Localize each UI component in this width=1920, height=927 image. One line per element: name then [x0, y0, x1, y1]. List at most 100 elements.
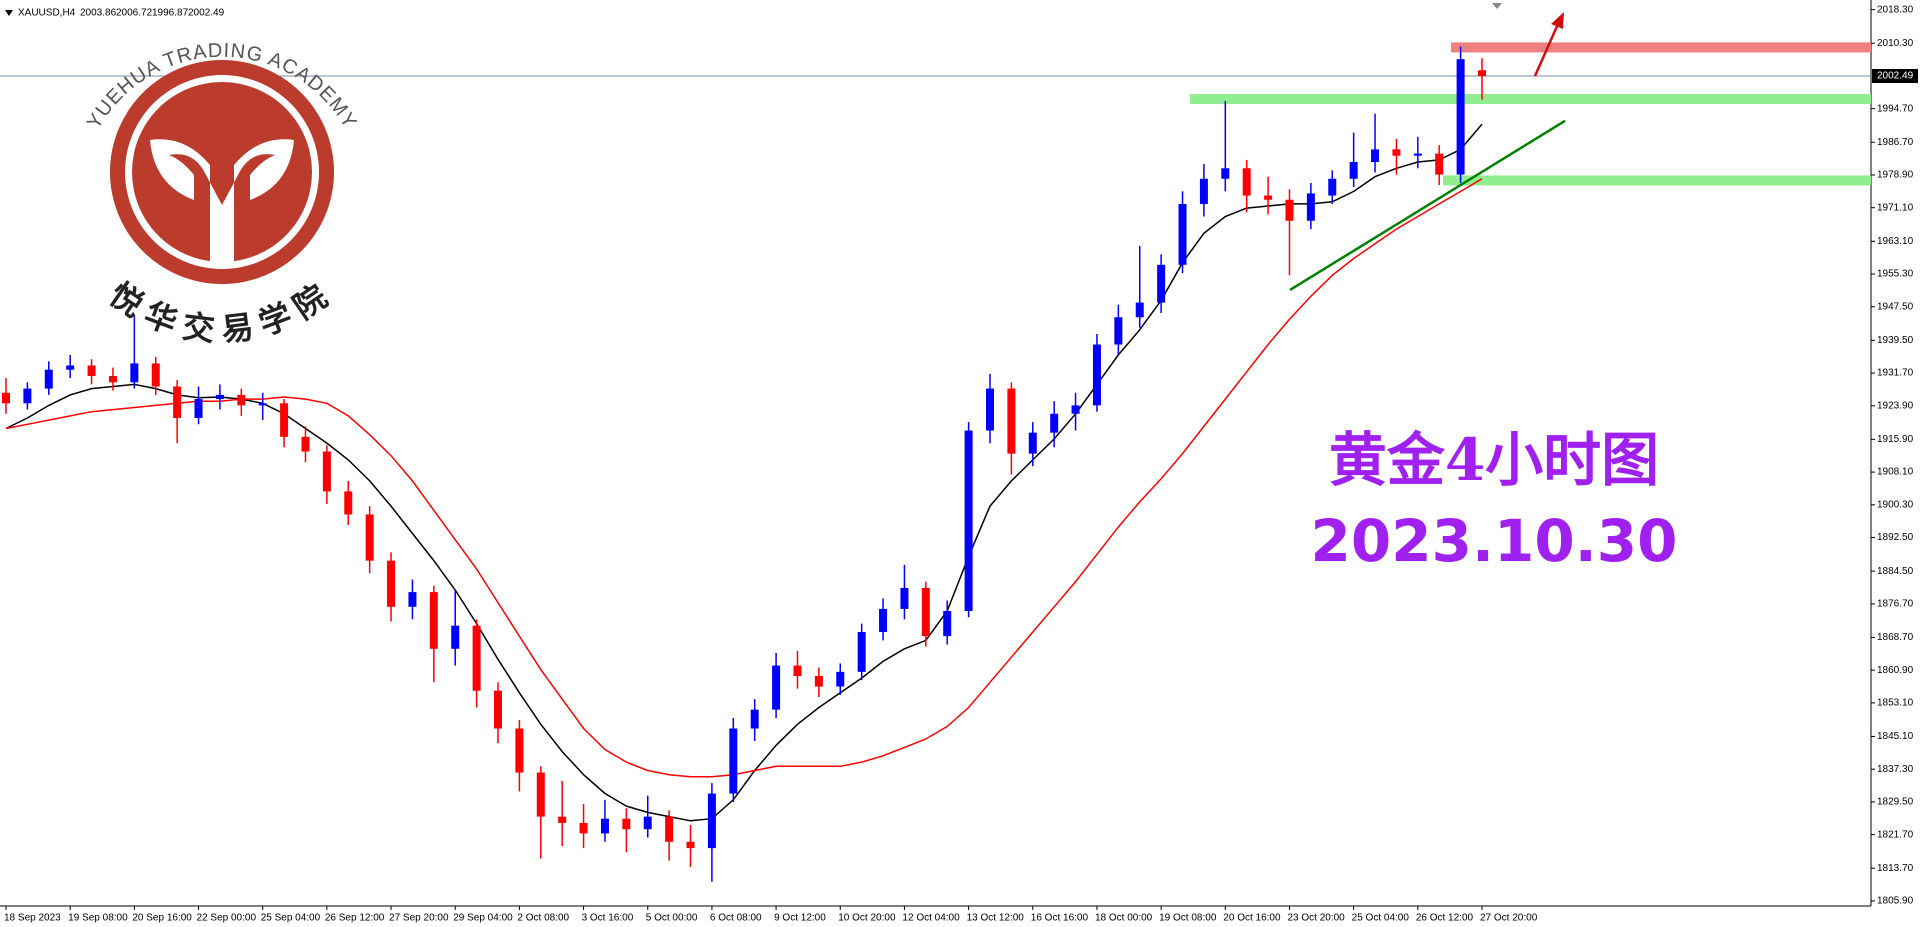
price-tag-label: 2002.49: [1877, 71, 1914, 82]
target-arrow: [1533, 12, 1564, 77]
candle-body: [2, 392, 10, 404]
x-tick-label: 6 Oct 08:00: [710, 913, 762, 924]
candle-body: [151, 363, 160, 387]
y-tick-label: 1805.90: [1877, 896, 1914, 907]
candle-body: [686, 841, 695, 849]
candle-body: [23, 388, 32, 404]
x-tick-label: 20 Sep 16:00: [132, 913, 192, 924]
x-tick-label: 26 Oct 12:00: [1416, 913, 1474, 924]
y-tick-label: 1845.10: [1877, 731, 1914, 742]
y-tick-label: 1955.30: [1877, 269, 1914, 280]
candle-body: [1135, 302, 1144, 318]
candle-body: [1285, 199, 1294, 221]
candle-body: [1157, 264, 1166, 303]
x-tick-label: 12 Oct 04:00: [902, 913, 960, 924]
y-tick-label: 1947.50: [1877, 301, 1914, 312]
candle-body: [943, 610, 952, 637]
candle-body: [130, 363, 139, 383]
zone: [1190, 94, 1871, 105]
candle-body: [665, 816, 674, 842]
candle-body: [1007, 388, 1016, 454]
candle-body: [772, 665, 781, 710]
candle-body: [1071, 405, 1080, 414]
candle-body: [173, 386, 182, 418]
moving-average: [5, 123, 1483, 822]
period-marker: [1492, 3, 1502, 9]
x-tick-label: 25 Oct 04:00: [1352, 913, 1410, 924]
candle-body: [194, 399, 203, 418]
candle-body: [643, 816, 652, 830]
x-tick-label: 19 Oct 08:00: [1159, 913, 1217, 924]
candle-body: [750, 709, 759, 729]
candle-body: [900, 587, 909, 609]
x-tick-label: 18 Oct 00:00: [1095, 913, 1153, 924]
annotation-date: 2023.10.30: [1311, 507, 1678, 575]
candle-body: [515, 728, 524, 773]
y-tick-label: 2018.30: [1877, 4, 1914, 15]
candle-body: [344, 491, 353, 515]
candle-body: [579, 822, 588, 834]
candle-body: [472, 625, 481, 691]
trendline: [1289, 119, 1566, 292]
symbol: XAUUSD,H4: [18, 8, 76, 19]
candle-body: [237, 394, 246, 406]
candle-body: [1349, 161, 1358, 179]
candle-body: [1456, 59, 1465, 175]
candle-body: [1050, 413, 1059, 433]
candle-body: [921, 587, 930, 637]
candle-body: [215, 394, 224, 400]
y-tick-label: 1829.50: [1877, 797, 1914, 808]
candle-body: [1028, 432, 1037, 454]
candle-body: [322, 451, 331, 492]
candle-body: [1435, 153, 1444, 175]
candle-body: [1242, 168, 1251, 196]
x-tick-label: 19 Sep 08:00: [68, 913, 128, 924]
y-tick-label: 1994.70: [1877, 103, 1914, 114]
header-arrow: [5, 10, 13, 16]
candle-body: [1392, 149, 1401, 156]
y-tick-label: 1963.10: [1877, 236, 1914, 247]
candle-body: [1114, 317, 1123, 345]
y-tick-label: 1837.30: [1877, 764, 1914, 775]
candle-body: [1478, 70, 1486, 76]
candle-body: [451, 625, 460, 649]
y-tick-label: 1986.70: [1877, 137, 1914, 148]
y-tick-label: 1931.70: [1877, 368, 1914, 379]
candle-body: [365, 514, 374, 561]
x-tick-label: 16 Oct 16:00: [1031, 913, 1089, 924]
candle-body: [1413, 153, 1422, 156]
y-tick-label: 1853.10: [1877, 698, 1914, 709]
x-tick-label: 27 Oct 20:00: [1480, 913, 1538, 924]
candle-body: [87, 365, 96, 376]
y-tick-label: 1821.70: [1877, 829, 1914, 840]
x-tick-label: 22 Sep 00:00: [197, 913, 257, 924]
candle-body: [44, 369, 53, 389]
x-tick-label: 26 Sep 12:00: [325, 913, 385, 924]
header-close: 2002.49: [188, 8, 225, 19]
x-tick-label: 20 Oct 16:00: [1223, 913, 1281, 924]
y-tick-label: 1892.50: [1877, 532, 1914, 543]
annotation-title: 黄金4小时图: [1329, 426, 1659, 494]
candle-body: [301, 436, 310, 452]
y-tick-label: 1923.90: [1877, 400, 1914, 411]
candle-body: [1328, 178, 1337, 196]
y-tick-label: 1978.90: [1877, 170, 1914, 181]
y-tick-label: 1884.50: [1877, 566, 1914, 577]
candle-body: [622, 818, 631, 830]
x-tick-label: 23 Oct 20:00: [1287, 913, 1345, 924]
y-tick-label: 1860.90: [1877, 665, 1914, 676]
y-tick-label: 1876.70: [1877, 599, 1914, 610]
candle-body: [879, 608, 888, 632]
x-tick-label: 10 Oct 20:00: [838, 913, 896, 924]
candle-body: [66, 365, 75, 370]
candle-body: [1306, 193, 1315, 221]
x-tick-label: 29 Sep 04:00: [453, 913, 513, 924]
y-tick-label: 1813.70: [1877, 863, 1914, 874]
candle-body: [1092, 344, 1101, 406]
y-tick-label: 1971.10: [1877, 202, 1914, 213]
x-tick-label: 3 Oct 16:00: [582, 913, 634, 924]
candle-body: [600, 818, 609, 834]
x-tick-label: 18 Sep 2023: [4, 913, 61, 924]
